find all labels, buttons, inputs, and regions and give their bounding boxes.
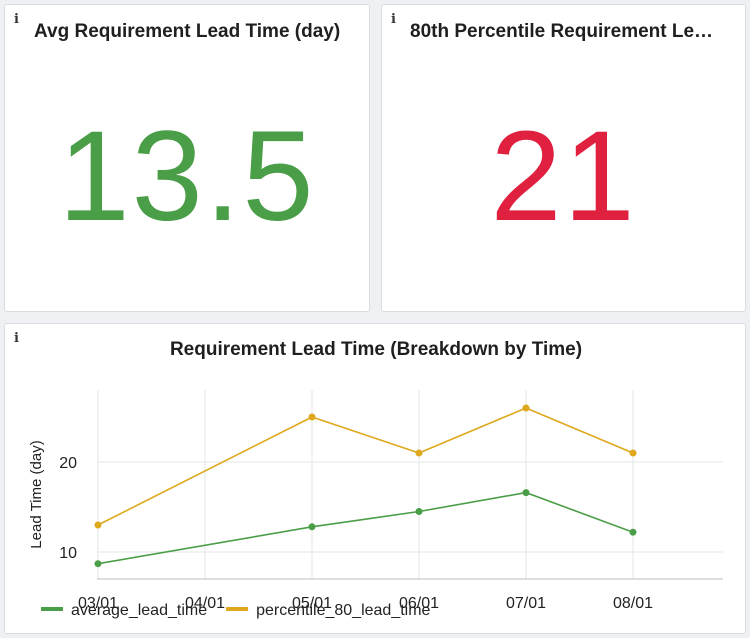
y-axis-title: Lead Time (day)	[28, 440, 45, 548]
percentile_80_lead_time-line	[97, 407, 634, 526]
percentile_80_lead_time-point	[415, 449, 423, 457]
average_lead_time-point	[415, 508, 423, 515]
x-tick-label: 05/01	[292, 595, 332, 612]
legend-label: percentile_80_lead_time	[256, 602, 430, 619]
info-icon[interactable]: i	[14, 12, 19, 27]
legend-label: average_lead_time	[71, 602, 207, 619]
average_lead_time-point	[94, 560, 102, 568]
avg-lead-time-title: Avg Requirement Lead Time (day)	[34, 21, 341, 42]
x-tick-label: 06/01	[399, 595, 439, 612]
avg-lead-time-panel: i Avg Requirement Lead Time (day) 13.5	[4, 4, 370, 312]
percentile_80_lead_time-point	[308, 413, 316, 421]
percentile_80_lead_time-point	[94, 521, 102, 529]
average_lead_time-point	[308, 523, 316, 531]
average_lead_time-point	[629, 528, 637, 536]
p80-lead-time-title: 80th Percentile Requirement Lead Time (d…	[410, 21, 722, 42]
x-tick-label: 04/01	[185, 595, 225, 612]
lead-time-breakdown-panel: i Requirement Lead Time (Breakdown by Ti…	[4, 323, 746, 634]
p80-lead-time-value: 21	[490, 105, 637, 248]
y-tick-label: 20	[59, 455, 77, 472]
percentile_80_lead_time-point	[522, 404, 530, 412]
percentile_80_lead_time-point	[629, 449, 637, 457]
avg-lead-time-value: 13.5	[58, 105, 316, 248]
average_lead_time-line	[97, 491, 634, 565]
info-icon[interactable]: i	[391, 12, 396, 27]
info-icon[interactable]: i	[14, 331, 19, 346]
x-tick-label: 08/01	[613, 595, 653, 612]
x-tick-label: 03/01	[78, 595, 118, 612]
y-tick-label: 10	[59, 545, 77, 562]
average_lead_time-point	[522, 489, 530, 497]
lead-time-line-chart: 10 20 03/01 04/01 05/01 06/01 07/01 08/01 Lead T…	[28, 390, 723, 619]
p80-lead-time-panel: i 80th Percentile Requirement Lead Time …	[381, 4, 746, 312]
x-tick-label: 07/01	[506, 595, 546, 612]
